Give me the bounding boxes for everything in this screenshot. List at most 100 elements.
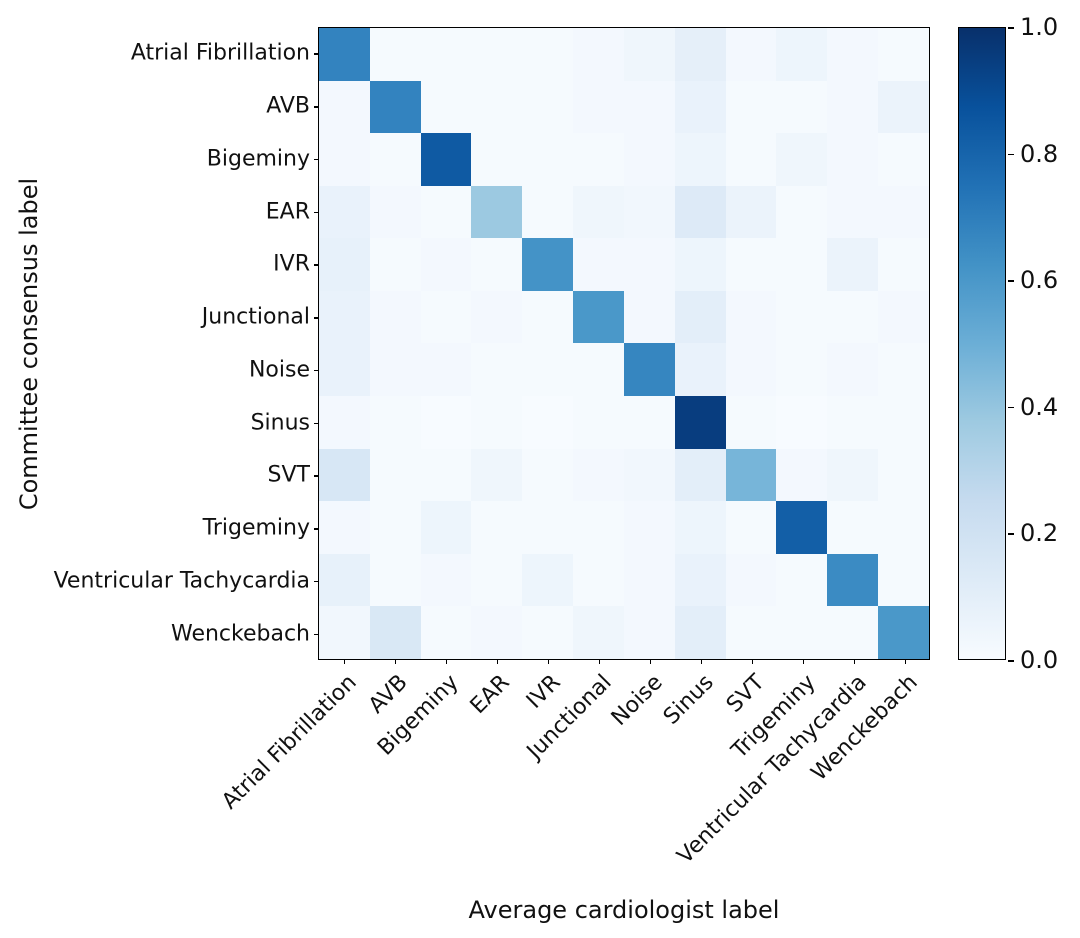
heatmap-cell xyxy=(827,133,879,186)
heatmap-cell xyxy=(369,185,421,239)
heatmap-cell xyxy=(319,448,370,502)
heatmap-cell xyxy=(319,343,370,397)
y-tick-mark xyxy=(314,53,318,55)
heatmap-cell xyxy=(725,448,777,502)
y-tick-label: IVR xyxy=(273,251,310,277)
heatmap-cell xyxy=(319,606,370,659)
heatmap-cell xyxy=(725,80,777,134)
heatmap-cell xyxy=(878,290,929,344)
x-tick-mark xyxy=(802,660,804,664)
heatmap-cell xyxy=(369,28,421,81)
heatmap-cell xyxy=(827,448,879,502)
heatmap-cell xyxy=(674,396,726,449)
heatmap-cell xyxy=(725,290,777,344)
x-tick-mark xyxy=(751,660,753,664)
colorbar-tick-mark xyxy=(1008,280,1014,282)
heatmap-cell xyxy=(573,343,624,397)
heatmap-cell xyxy=(471,606,523,659)
heatmap-cell xyxy=(522,448,574,502)
heatmap-cell xyxy=(776,343,828,397)
colorbar-tick-mark xyxy=(1008,406,1014,409)
heatmap-cell xyxy=(319,290,370,344)
heatmap-cell xyxy=(776,396,828,449)
heatmap-plot-area xyxy=(318,27,930,660)
heatmap-cell xyxy=(725,133,777,186)
heatmap-cell xyxy=(674,28,726,81)
heatmap-cell xyxy=(725,28,777,81)
y-tick-mark xyxy=(314,264,318,266)
heatmap-cell xyxy=(369,448,421,502)
colorbar-tick-mark xyxy=(1008,533,1014,535)
x-tick-mark xyxy=(598,660,600,664)
heatmap-cell xyxy=(827,343,879,397)
heatmap-cell xyxy=(776,238,828,291)
heatmap-cell xyxy=(776,290,828,344)
heatmap-cell xyxy=(522,290,574,344)
y-tick-label: Bigeminy xyxy=(206,146,310,172)
heatmap-cell xyxy=(420,448,472,502)
heatmap-cell xyxy=(827,501,879,554)
colorbar-gradient xyxy=(959,28,1005,659)
x-tick-labels: Atrial Fibrillation AVB Bigeminy EAR IVR Junc… xyxy=(217,666,930,896)
heatmap-cell xyxy=(725,185,777,239)
heatmap-cell xyxy=(623,448,675,502)
heatmap-cell xyxy=(471,80,523,134)
heatmap-cell xyxy=(522,343,574,397)
heatmap-cell xyxy=(369,501,421,554)
y-tick-mark xyxy=(314,528,318,530)
heatmap-cell xyxy=(878,133,929,186)
heatmap-cell xyxy=(725,501,777,554)
y-tick-mark xyxy=(314,106,318,108)
y-tick-label: Wenckebach xyxy=(170,621,310,647)
heatmap-cell xyxy=(674,238,726,291)
heatmap-cell xyxy=(674,448,726,502)
heatmap-cell xyxy=(319,28,370,81)
heatmap-cell xyxy=(776,553,828,607)
heatmap-cell xyxy=(522,553,574,607)
x-tick-mark xyxy=(343,660,345,664)
heatmap-cell xyxy=(319,501,370,554)
y-tick-label: Junctional xyxy=(201,304,310,330)
heatmap-cell xyxy=(623,290,675,344)
heatmap-cell xyxy=(878,448,929,502)
heatmap-cell xyxy=(573,28,624,81)
heatmap-cell xyxy=(878,238,929,291)
heatmap-cell xyxy=(776,606,828,659)
x-tick-mark xyxy=(853,660,855,664)
heatmap-cell xyxy=(674,185,726,239)
y-tick-mark xyxy=(314,369,318,372)
colorbar-tick-label: 0.0 xyxy=(1020,646,1059,674)
x-tick-label: Noise xyxy=(606,670,668,731)
heatmap-cell xyxy=(522,501,574,554)
heatmap-cell xyxy=(674,290,726,344)
x-tick-label: Sinus xyxy=(658,670,719,730)
colorbar-tick-label: 0.6 xyxy=(1020,266,1059,295)
y-tick-label: Atrial Fibrillation xyxy=(130,40,310,66)
heatmap-cell xyxy=(674,343,726,397)
heatmap-cell xyxy=(420,80,472,134)
heatmap-cell xyxy=(522,606,574,659)
x-tick-mark xyxy=(496,660,498,664)
heatmap-cell xyxy=(573,501,624,554)
heatmap-cell xyxy=(319,238,370,291)
heatmap-cell xyxy=(623,28,675,81)
heatmap-cell xyxy=(369,80,421,134)
heatmap-cell xyxy=(420,28,472,81)
heatmap-cell xyxy=(573,185,624,239)
heatmap-cell xyxy=(623,238,675,291)
heatmap-cell xyxy=(725,553,777,607)
colorbar-tick-labels: 0.0 0.2 0.4 0.6 0.8 1.0 xyxy=(1008,13,1078,674)
heatmap-cell xyxy=(420,553,472,607)
heatmap-cell xyxy=(623,501,675,554)
heatmap-cell xyxy=(827,396,879,449)
y-tick-label: SVT xyxy=(267,462,310,488)
colorbar-tick-mark xyxy=(1008,153,1014,156)
heatmap-cell xyxy=(827,28,879,81)
y-tick-mark xyxy=(314,580,318,583)
heatmap-cell xyxy=(827,606,879,659)
heatmap-cell xyxy=(827,80,879,134)
x-tick-mark xyxy=(445,660,447,664)
heatmap-cell xyxy=(420,606,472,659)
heatmap-cell xyxy=(471,343,523,397)
heatmap-cell xyxy=(420,343,472,397)
